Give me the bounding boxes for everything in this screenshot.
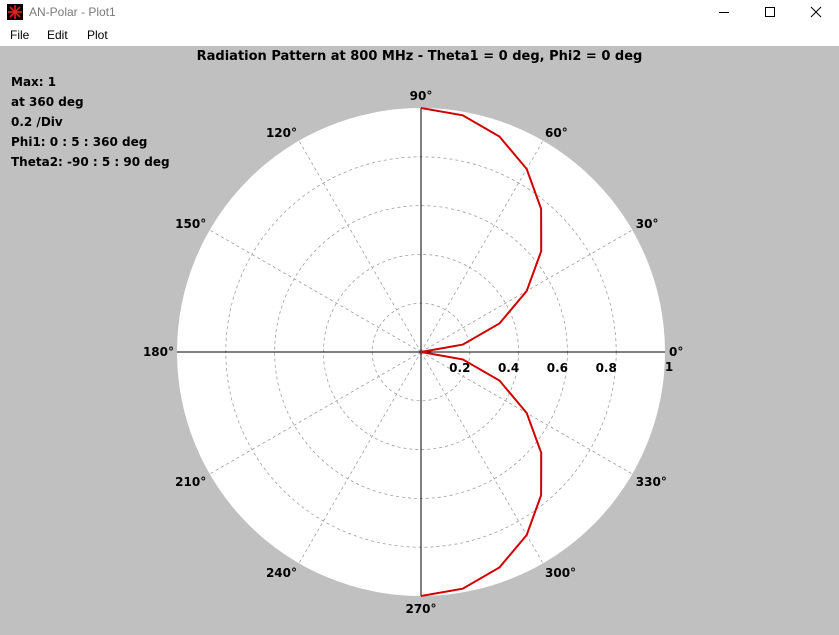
minimize-icon [719,12,729,13]
radial-tick-label: 0.4 [498,361,519,375]
grid-spoke [298,140,422,353]
maximize-icon [765,7,775,17]
menu-bar: File Edit Plot [0,24,839,46]
radial-tick-label: 1 [665,360,673,374]
radial-tick-label: 0.2 [449,361,470,375]
window-title: AN-Polar - Plot1 [29,5,116,19]
angle-label: 120° [266,126,297,140]
radial-tick-label: 0.6 [547,361,568,375]
grid-spoke [209,229,422,353]
angle-label: 180° [143,345,174,359]
menu-edit[interactable]: Edit [47,28,68,42]
division-label: 0.2 /Div [11,115,63,129]
close-button[interactable] [793,0,839,24]
grid-spoke [298,351,422,564]
grid-spoke [420,351,544,564]
max-value-label: Max: 1 [11,75,57,89]
angle-label: 240° [266,566,297,580]
pattern-series-line [420,107,543,597]
minimize-button[interactable] [701,0,747,24]
max-angle-label: at 360 deg [11,95,84,109]
angle-label: 60° [545,126,568,140]
close-icon [810,6,822,18]
angle-label: 0° [669,345,683,359]
angle-label: 210° [175,475,206,489]
angle-label: 330° [636,475,667,489]
app-logo-icon [7,4,23,20]
theta2-range-label: Theta2: -90 : 5 : 90 deg [11,155,170,169]
angle-label: 90° [410,89,433,103]
menu-plot[interactable]: Plot [87,28,108,42]
angle-label: 150° [175,217,206,231]
grid-spoke [209,351,422,475]
menu-file[interactable]: File [10,28,30,42]
angle-label: 270° [405,602,436,616]
title-bar: AN-Polar - Plot1 [0,0,839,24]
grid-spoke [420,140,544,353]
phi1-range-label: Phi1: 0 : 5 : 360 deg [11,135,148,149]
chart-title: Radiation Pattern at 800 MHz - Theta1 = … [196,49,643,64]
angle-label: 300° [545,566,576,580]
radial-tick-label: 0.8 [596,361,617,375]
angle-label: 30° [636,217,659,231]
maximize-button[interactable] [747,0,793,24]
